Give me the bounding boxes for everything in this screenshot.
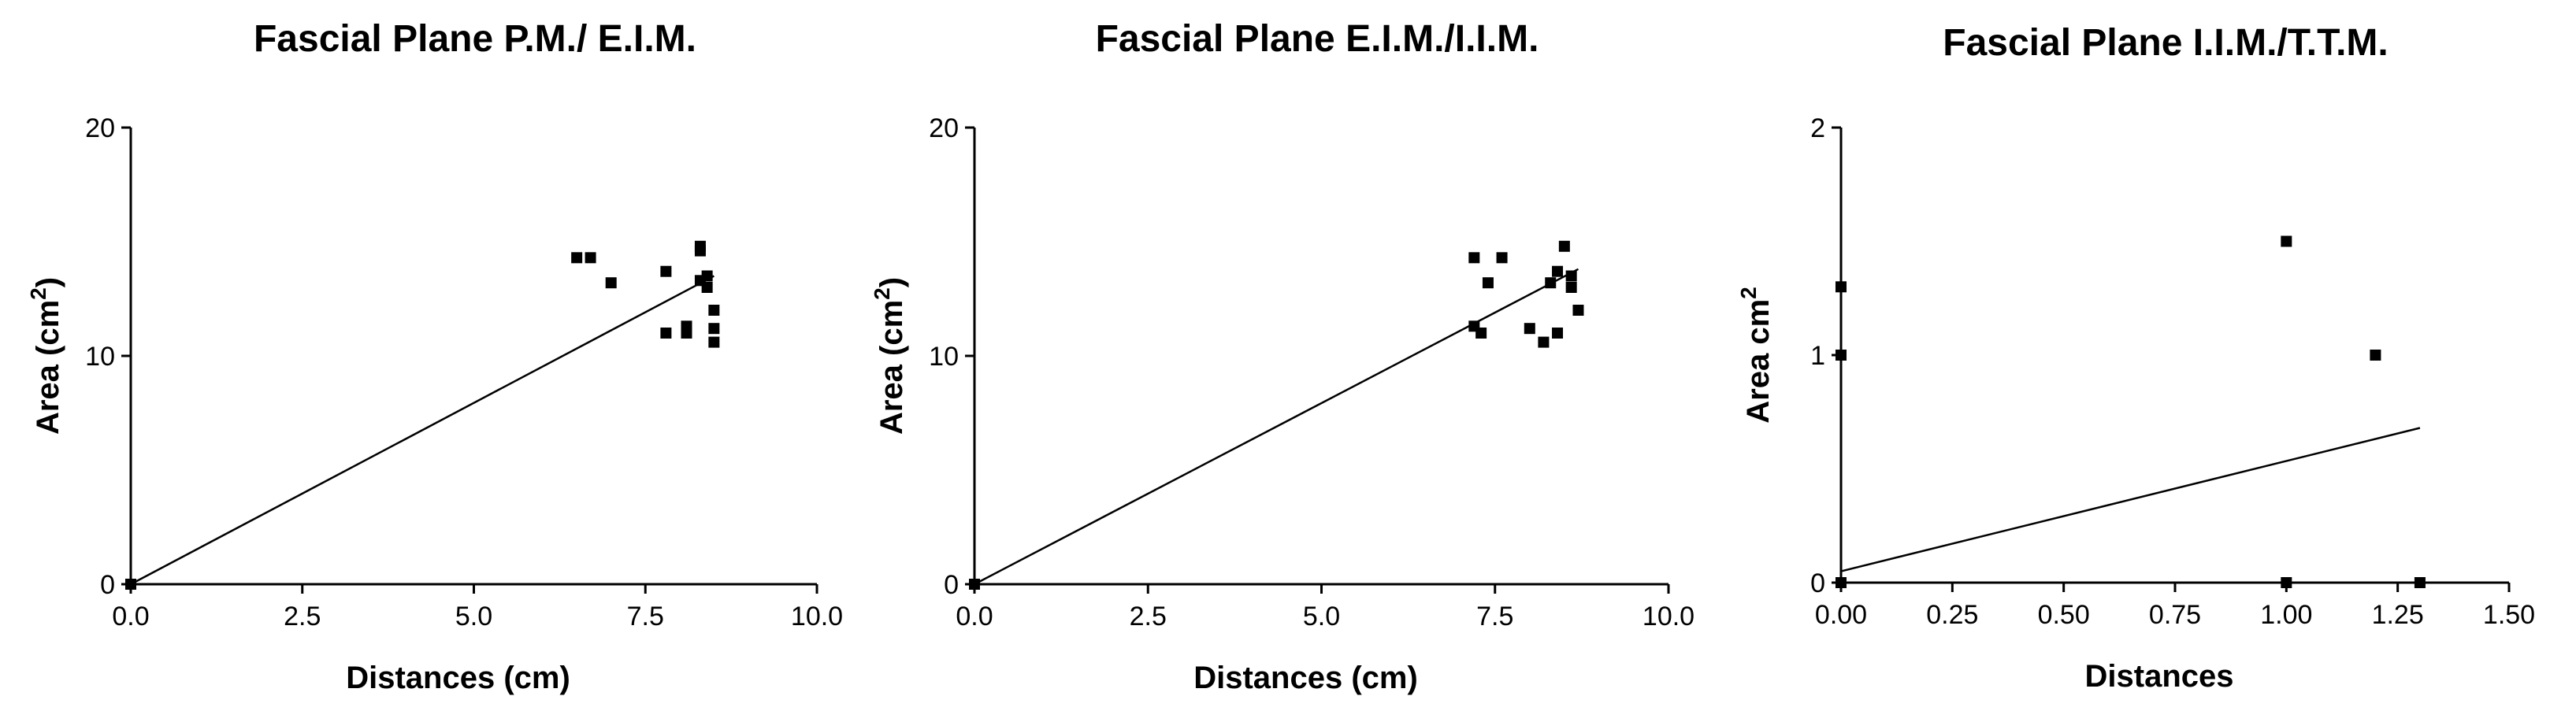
chart-1-data-point xyxy=(1538,336,1550,348)
chart-1-data-point xyxy=(1482,277,1494,289)
chart-2-x-tick-label: 1.00 xyxy=(2260,600,2312,630)
chart-2-data-point xyxy=(1835,577,1847,588)
chart-1-data-point xyxy=(1496,252,1508,264)
chart-0-y-axis-label-suffix: ) xyxy=(31,277,65,287)
chart-1-x-tick-label: 2.5 xyxy=(1130,602,1167,631)
chart-2-y-tick-label: 1 xyxy=(1810,341,1825,371)
chart-svg-pm-eim: Fascial Plane P.M./ E.I.M. 0.0 2.5 5.0 7.5 10… xyxy=(26,18,843,695)
chart-0-y-axis-label-sup: 2 xyxy=(26,287,50,300)
chart-0-y-axis-label-text: Area (cm xyxy=(31,300,65,435)
chart-0-x-tick-label: 0.0 xyxy=(112,602,149,631)
chart-2-data-point xyxy=(2370,350,2381,361)
chart-1-data-point xyxy=(1565,270,1577,282)
chart-2-x-tick-label: 0.75 xyxy=(2149,600,2201,630)
chart-2-data-point xyxy=(2281,235,2292,247)
chart-svg-iim-ttm: Fascial Plane I.I.M./T.T.M. 0.00 0.25 0.50 0… xyxy=(1736,22,2535,694)
chart-1-x-tick-label: 10.0 xyxy=(1642,602,1694,631)
chart-2-data-point xyxy=(1835,281,1847,293)
chart-1-x-tick-label: 5.0 xyxy=(1303,602,1340,631)
chart-2-y-axis-label-text: Area cm xyxy=(1741,299,1776,424)
chart-1-data-point xyxy=(969,579,980,590)
chart-1-data-point xyxy=(1552,265,1564,277)
chart-1-data-point xyxy=(1558,240,1570,252)
chart-1-data-point xyxy=(1545,277,1557,289)
chart-panel-eim-iim: Fascial Plane E.I.M./I.I.M. 0.0 2.5 5.0 7.5 1… xyxy=(859,0,1717,722)
chart-panel-pm-eim: Fascial Plane P.M./ E.I.M. 0.0 2.5 5.0 7.5 10… xyxy=(0,0,859,722)
chart-1-title: Fascial Plane E.I.M./I.I.M. xyxy=(1096,18,1539,60)
chart-0-y-axis-label: Area (cm2) xyxy=(26,277,65,435)
chart-1-data-point xyxy=(1475,328,1487,339)
chart-1-y-axis-label-sup: 2 xyxy=(870,287,894,300)
chart-0-data-point xyxy=(701,270,713,282)
chart-0-data-point xyxy=(571,252,583,264)
chart-2-x-tick-label: 1.25 xyxy=(2372,600,2424,630)
chart-1-data-point xyxy=(1552,328,1564,339)
chart-0-y-tick-label: 0 xyxy=(100,570,115,600)
chart-2-y-axis-label-sup: 2 xyxy=(1736,287,1761,299)
chart-0-data-point xyxy=(708,336,720,348)
chart-0-x-tick-label: 10.0 xyxy=(791,602,843,631)
chart-0-data-point xyxy=(708,323,720,335)
chart-0-fit-line xyxy=(130,275,715,586)
chart-1-data-point xyxy=(1468,252,1480,264)
chart-0-data-point xyxy=(585,252,596,264)
chart-2-x-tick-label: 0.50 xyxy=(2038,600,2090,630)
chart-2-x-axis-label: Distances xyxy=(2085,659,2234,694)
chart-2-data-point xyxy=(1835,350,1847,361)
chart-1-y-tick-label: 10 xyxy=(929,342,959,372)
chart-1-fit-line xyxy=(974,268,1579,586)
chart-2-x-tick-label: 1.50 xyxy=(2483,600,2535,630)
chart-2-data-point xyxy=(2281,577,2292,588)
chart-2-x-tick-label: 0.25 xyxy=(1926,600,1978,630)
chart-1-y-axis-label-text: Area (cm xyxy=(874,300,909,435)
chart-1-y-axis-label: Area (cm2) xyxy=(870,277,909,435)
chart-2-fit-line xyxy=(1840,427,2421,572)
chart-2-y-axis-label: Area cm2 xyxy=(1736,287,1776,423)
chart-1-x-tick-label: 0.0 xyxy=(956,602,993,631)
chart-svg-eim-iim: Fascial Plane E.I.M./I.I.M. 0.0 2.5 5.0 7.5 1… xyxy=(870,18,1694,695)
chart-0-y-tick-label: 10 xyxy=(85,342,115,372)
chart-0-x-tick-label: 2.5 xyxy=(284,602,321,631)
chart-0-data-point xyxy=(660,265,672,277)
chart-0-x-tick-label: 7.5 xyxy=(627,602,664,631)
chart-0-data-point xyxy=(708,305,720,316)
chart-0-title: Fascial Plane P.M./ E.I.M. xyxy=(254,18,696,60)
chart-0-y-tick-label: 20 xyxy=(85,113,115,143)
chart-0-data-point xyxy=(701,282,713,293)
chart-0-x-tick-label: 5.0 xyxy=(455,602,492,631)
chart-panel-iim-ttm: Fascial Plane I.I.M./T.T.M. 0.00 0.25 0.50 0… xyxy=(1717,0,2576,722)
chart-0-x-axis-label: Distances (cm) xyxy=(346,661,570,695)
chart-2-data-point xyxy=(2414,577,2426,588)
chart-2-y-tick-label: 2 xyxy=(1810,113,1825,143)
chart-0-data-point xyxy=(660,328,672,339)
chart-2-title: Fascial Plane I.I.M./T.T.M. xyxy=(1943,22,2389,64)
chart-1-y-tick-label: 20 xyxy=(929,113,959,143)
chart-0-data-point xyxy=(605,277,617,289)
chart-0-data-point xyxy=(681,320,692,332)
chart-0-data-point xyxy=(125,579,136,590)
chart-1-data-point xyxy=(1524,323,1535,335)
chart-1-x-axis-label: Distances (cm) xyxy=(1193,661,1418,695)
chart-1-y-tick-label: 0 xyxy=(944,570,959,600)
chart-0-data-point xyxy=(694,245,706,257)
chart-2-y-tick-label: 0 xyxy=(1810,568,1825,598)
chart-1-x-tick-label: 7.5 xyxy=(1476,602,1513,631)
chart-2-x-tick-label: 0.00 xyxy=(1815,600,1867,630)
chart-1-data-point xyxy=(1565,282,1577,293)
chart-1-y-axis-label-suffix: ) xyxy=(874,277,909,287)
chart-1-data-point xyxy=(1572,305,1584,316)
